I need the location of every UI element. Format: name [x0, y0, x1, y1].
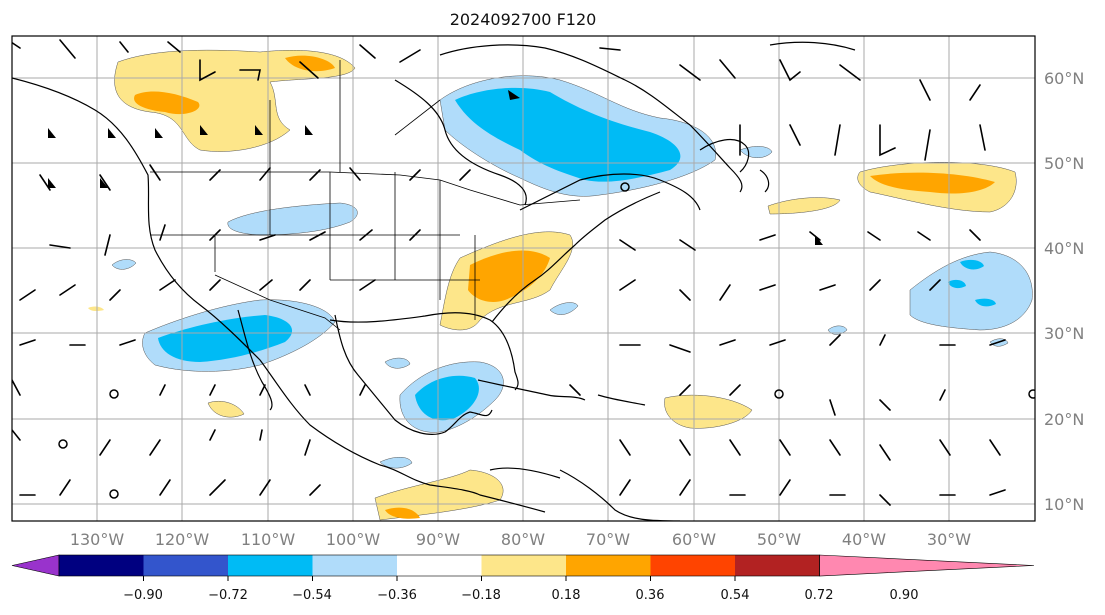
colorbar-segment [481, 555, 567, 576]
colorbar-segment [397, 555, 482, 576]
lon-label: 90°W [416, 530, 460, 549]
gridlines [12, 36, 1035, 521]
colorbar-segment [59, 555, 144, 576]
colorbar-tick-label: −0.18 [461, 588, 501, 603]
colorbar-ticks [143, 576, 736, 581]
lon-label: 60°W [672, 530, 716, 549]
negative-anomaly-shading [111, 75, 1033, 469]
colorbar-segment [566, 555, 651, 576]
lon-label: 100°W [326, 530, 381, 549]
lon-label: 120°W [155, 530, 210, 549]
colorbar-tick-label: −0.36 [377, 588, 417, 603]
colorbar-extend-low [11, 554, 60, 577]
lon-label: 70°W [586, 530, 630, 549]
colorbar: −0.90 −0.72 −0.54 −0.36 −0.18 0.18 0.36 … [11, 554, 1035, 603]
colorbar-segment [735, 555, 820, 576]
colorbar-tick-label: 0.18 [552, 588, 581, 603]
colorbar-tick-label: −0.54 [292, 588, 332, 603]
colorbar-segment [143, 555, 229, 576]
map-frame [11, 35, 1036, 522]
colorbar-tick-label: 0.72 [805, 588, 834, 603]
political-borders [150, 60, 581, 331]
wind-barb-pennants [48, 90, 823, 245]
colorbar-tick-labels: −0.90 −0.72 −0.54 −0.36 −0.18 0.18 0.36 … [123, 588, 918, 603]
lon-label: 30°W [927, 530, 971, 549]
latitude-labels: 60°N 50°N 40°N 30°N 20°N 10°N [1044, 69, 1084, 514]
lat-label: 60°N [1044, 69, 1084, 88]
lat-label: 10°N [1044, 495, 1084, 514]
calm-wind-circles [58, 182, 1035, 499]
colorbar-segment [228, 555, 313, 576]
lon-label: 130°W [70, 530, 125, 549]
lon-label: 110°W [241, 530, 296, 549]
colorbar-segment [650, 555, 736, 576]
lon-label: 40°W [842, 530, 886, 549]
colorbar-tick-label: −0.72 [208, 588, 248, 603]
colorbar-outline [58, 554, 820, 577]
figure-title: 2024092700 F120 [449, 10, 597, 29]
wind-barbs [12, 39, 1006, 506]
positive-anomaly-shading [88, 49, 1017, 521]
colorbar-extend-high [819, 554, 1035, 577]
colorbar-tick-label: 0.90 [890, 588, 919, 603]
colorbar-segment [312, 555, 398, 576]
colorbar-tick-label: −0.90 [123, 588, 163, 603]
lon-label: 80°W [501, 530, 545, 549]
lat-label: 40°N [1044, 239, 1084, 258]
colorbar-tick-label: 0.54 [721, 588, 750, 603]
colorbar-tick-label: 0.36 [636, 588, 665, 603]
coastlines [12, 41, 856, 521]
longitude-labels: 130°W 120°W 110°W 100°W 90°W 80°W 70°W 6… [70, 530, 971, 549]
lat-label: 30°N [1044, 324, 1084, 343]
map-panel [11, 35, 1036, 522]
lon-label: 50°W [757, 530, 801, 549]
colorbar-segments [11, 554, 1035, 577]
lat-label: 20°N [1044, 410, 1084, 429]
lat-label: 50°N [1044, 154, 1084, 173]
